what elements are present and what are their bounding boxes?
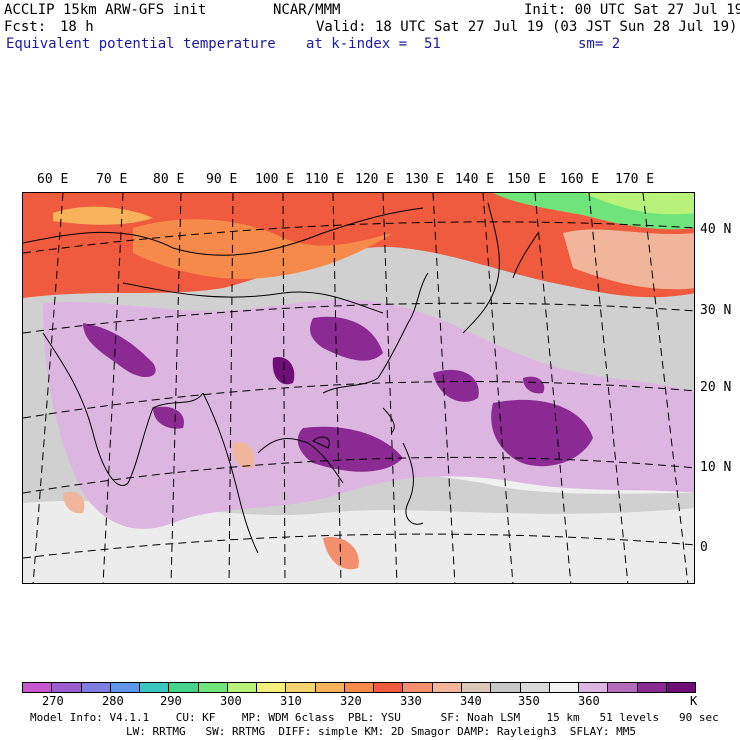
forecast-label: Fcst: [4,19,47,35]
valid-time: Valid: 18 UTC Sat 27 Jul 19 (03 JST Sun … [316,19,738,35]
lon-label: 80 E [153,172,185,187]
coastlines [23,202,539,554]
colorbar-swatch [637,683,667,692]
colorbar-label: 320 [340,694,362,708]
lon-label: 170 E [615,172,655,187]
colorbar-swatch [344,683,375,692]
dark-purple-patch [272,357,295,385]
lon-label: 150 E [507,172,547,187]
colorbar-swatch [257,683,287,692]
colorbar-label: 330 [400,694,422,708]
warm-band-light-orange-west [53,206,153,225]
light-purple-region [43,299,694,529]
warm-band-peach-east [563,229,694,290]
colorbar-label: 360 [578,694,600,708]
colorbar-swatch [52,683,82,692]
model-info-line1: Model Info: V4.1.1 CU: KF MP: WDM 6class… [30,711,719,724]
forecast-hour: 18 h [60,19,94,35]
colorbar-swatch [608,683,638,692]
lon-label: 90 E [206,172,238,187]
lon-label: 160 E [560,172,600,187]
lon-label: 60 E [37,172,69,187]
colorbar-label: 280 [102,694,124,708]
colorbar-swatch [520,683,550,692]
colorbar-label: 340 [460,694,482,708]
colorbar-swatch [432,683,462,692]
colorbar-swatch [286,683,316,692]
colorbar-unit: K [690,694,698,708]
colorbar-swatch [169,683,199,692]
lat-label: 30 N [700,303,732,318]
field-name: Equivalent potential temperature [6,36,276,52]
colorbar-swatch [110,683,141,692]
lat-label: 0 [700,540,708,555]
colorbar-label: 310 [280,694,302,708]
lon-label: 120 E [355,172,395,187]
model-info-line2: LW: RRTMG SW: RRTMG DIFF: simple KM: 2D … [126,725,636,738]
map-panel [22,192,695,584]
colorbar-swatch [81,683,111,692]
colorbar-swatch [579,683,609,692]
peach-patch [232,442,255,469]
colorbar-swatch [315,683,345,692]
colorbar-swatch [403,683,433,692]
lat-label: 10 N [700,460,732,475]
dark-purple-patch [153,406,184,429]
lon-label: 70 E [96,172,128,187]
cool-band-yellow-green [583,193,694,215]
colorbar-swatch [491,683,521,692]
smoothing: sm= 2 [578,36,621,52]
lat-label: 40 N [700,222,732,237]
colorbar-swatch [227,683,258,692]
lon-label: 130 E [405,172,445,187]
lat-label: 20 N [700,380,732,395]
dark-purple-patch [491,399,593,467]
lon-label: 100 E [255,172,295,187]
colorbar-swatch [461,683,492,692]
colorbar-label: 270 [42,694,64,708]
colorbar-swatch [666,683,696,692]
init-time: Init: 00 UTC Sat 27 Jul 19 [524,2,740,18]
colorbar-swatch [549,683,580,692]
colorbar [22,682,696,693]
colorbar-swatch [140,683,170,692]
colorbar-swatch [23,683,53,692]
org-label: NCAR/MMM [273,2,341,18]
southern-light-zone [23,500,694,583]
lon-label: 110 E [305,172,345,187]
colorbar-label: 300 [220,694,242,708]
dark-purple-patch [83,323,156,378]
peach-patch [323,537,359,570]
peach-patch [63,491,85,514]
lon-label: 140 E [455,172,495,187]
colorbar-swatch [374,683,404,692]
colorbar-label: 350 [518,694,540,708]
model-title: ACCLIP 15km ARW-GFS init [4,2,207,18]
equivalent-potential-temperature-map [23,193,694,583]
dark-purple-patch [523,376,545,394]
colorbar-label: 290 [160,694,182,708]
level-index: at k-index = 51 [306,36,441,52]
colorbar-swatch [198,683,228,692]
dark-purple-patch [433,369,479,402]
dark-purple-patch [310,316,383,361]
